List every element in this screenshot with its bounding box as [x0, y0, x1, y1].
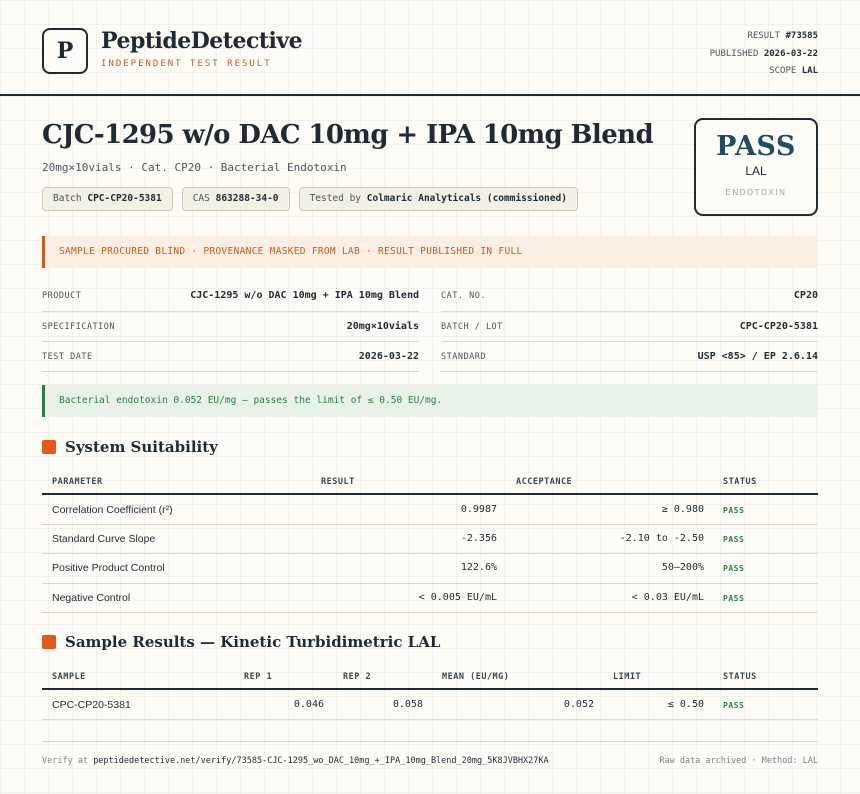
- th-parameter: PARAMETER: [52, 477, 103, 487]
- info-label-test-date: TEST DATE: [42, 352, 93, 362]
- table-row-sample: CPC-CP20-5381: [52, 699, 131, 711]
- table-row-divider: [42, 583, 818, 584]
- footer-divider: [42, 741, 818, 742]
- product-chips: Batch CPC-CP20-5381 CAS 863288-34-0 Test…: [42, 187, 578, 211]
- suitability-title-text: System Suitability: [65, 438, 218, 456]
- table-row-result: < 0.005 EU/mL: [418, 592, 497, 603]
- table-row-status: PASS: [723, 594, 745, 603]
- brand-name: PeptideDetective: [101, 28, 303, 54]
- th-acceptance: ACCEPTANCE: [516, 477, 573, 487]
- table-row-divider: [42, 524, 818, 525]
- table-row-acceptance: < 0.03 EU/mL: [631, 592, 704, 603]
- th-result: RESULT: [321, 477, 355, 487]
- table-row-rep2: 0.058: [392, 699, 423, 710]
- table-row-status: PASS: [723, 535, 745, 544]
- info-divider: [441, 371, 818, 372]
- table-row-result: -2.356: [460, 533, 497, 544]
- report-header: P PeptideDetective INDEPENDENT TEST RESU…: [0, 0, 860, 96]
- badge-result: PASS: [716, 131, 796, 162]
- th-mean: MEAN (EU/MG): [442, 672, 510, 682]
- table-header-rule: [42, 493, 818, 495]
- table-header-rule: [42, 688, 818, 690]
- footer-archive-note: Raw data archived · Method: LAL: [659, 756, 818, 766]
- info-value-standard: USP <85> / EP 2.6.14: [697, 351, 818, 362]
- samples-title-text: Sample Results — Kinetic Turbidimetric L…: [65, 633, 441, 651]
- product-title: CJC-1295 w/o DAC 10mg + IPA 10mg Blend: [42, 120, 654, 150]
- table-row-parameter: Positive Product Control: [52, 562, 165, 574]
- table-row-parameter: Correlation Coefficient (r²): [52, 504, 173, 516]
- th-rep2: REP 2: [343, 672, 372, 682]
- th-sample: SAMPLE: [52, 672, 86, 682]
- table-row-acceptance: -2.10 to -2.50: [619, 533, 704, 544]
- info-value-cat-no: CP20: [793, 290, 818, 301]
- badge-footnote: ENDOTOXIN: [725, 188, 787, 197]
- info-label-cat-no: CAT. NO.: [441, 291, 486, 301]
- batch-chip: Batch CPC-CP20-5381: [42, 187, 173, 211]
- verify-label: Verify at: [42, 756, 89, 766]
- cas-chip: CAS 863288-34-0: [181, 187, 290, 211]
- suitability-section-title: System Suitability: [42, 438, 218, 456]
- table-row-acceptance: 50–200%: [661, 562, 704, 573]
- info-value-test-date: 2026-03-22: [358, 351, 419, 362]
- table-row-parameter: Negative Control: [52, 592, 131, 604]
- th-limit: LIMIT: [613, 672, 642, 682]
- table-row-divider: [42, 612, 818, 613]
- verdict-banner: Bacterial endotoxin 0.052 EU/mg — passes…: [42, 385, 818, 417]
- info-value-specification: 20mg×10vials: [346, 321, 419, 332]
- table-row-rep1: 0.046: [293, 699, 324, 710]
- info-value-batch-lot: CPC-CP20-5381: [739, 321, 818, 332]
- table-row-divider: [42, 719, 818, 720]
- table-row-parameter: Standard Curve Slope: [52, 533, 156, 545]
- meta-result: RESULT #73585: [747, 31, 818, 41]
- info-label-standard: STANDARD: [441, 352, 486, 362]
- report-meta: RESULT #73585 PUBLISHED 2026-03-22 SCOPE…: [710, 28, 818, 81]
- product-subtitle: 20mg×10vials · Cat. CP20 · Bacterial End…: [42, 161, 347, 174]
- th-status: STATUS: [723, 672, 757, 682]
- table-row-divider: [42, 553, 818, 554]
- samples-section-title: Sample Results — Kinetic Turbidimetric L…: [42, 633, 440, 651]
- table-row-limit: ≤ 0.50: [667, 699, 704, 710]
- meta-scope: SCOPE LAL: [769, 66, 818, 76]
- th-status: STATUS: [723, 477, 757, 487]
- blind-notice: SAMPLE PROCURED BLIND · PROVENANCE MASKE…: [42, 236, 818, 268]
- info-label-batch-lot: BATCH / LOT: [441, 322, 503, 332]
- verify-text: Verify at peptidedetective.net/verify/73…: [42, 756, 549, 766]
- info-label-specification: SPECIFICATION: [42, 322, 116, 332]
- info-divider: [441, 341, 818, 342]
- info-divider: [441, 311, 818, 312]
- th-rep1: REP 1: [244, 672, 273, 682]
- brand-logo: P: [42, 28, 88, 74]
- info-divider: [42, 371, 419, 372]
- info-divider: [42, 311, 419, 312]
- badge-scope: LAL: [745, 164, 767, 178]
- info-divider: [42, 341, 419, 342]
- brand-tagline: INDEPENDENT TEST RESULT: [101, 59, 272, 69]
- meta-published: PUBLISHED 2026-03-22: [709, 48, 818, 59]
- table-row-result: 0.9987: [460, 504, 497, 515]
- table-row-mean: 0.052: [563, 699, 594, 710]
- section-marker-icon: [42, 635, 56, 649]
- section-marker-icon: [42, 440, 56, 454]
- table-row-status: PASS: [723, 564, 745, 573]
- info-value-product: CJC-1295 w/o DAC 10mg + IPA 10mg Blend: [190, 290, 419, 301]
- table-row-status: PASS: [723, 701, 745, 710]
- info-label-product: PRODUCT: [42, 291, 82, 301]
- table-row-status: PASS: [723, 506, 745, 515]
- table-row-result: 122.6%: [460, 562, 497, 573]
- pass-badge: PASS LAL ENDOTOXIN: [694, 118, 818, 216]
- verify-link[interactable]: peptidedetective.net/verify/73585-CJC-12…: [93, 756, 549, 766]
- tested-by-chip: Tested by Colmaric Analyticals (commissi…: [298, 187, 578, 211]
- table-row-acceptance: ≥ 0.980: [661, 504, 704, 515]
